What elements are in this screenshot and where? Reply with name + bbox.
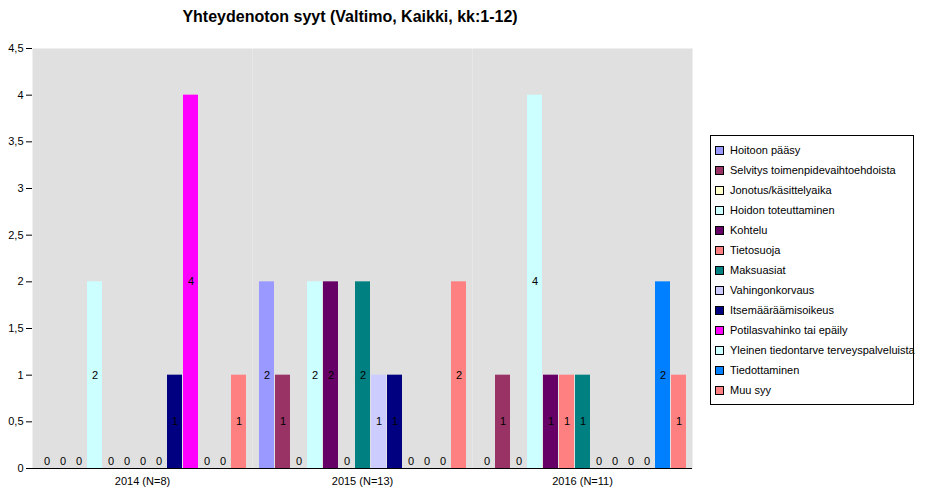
svg-text:4: 4 <box>17 89 23 101</box>
svg-text:1,5: 1,5 <box>8 322 23 334</box>
svg-text:1: 1 <box>280 415 286 427</box>
svg-text:0: 0 <box>108 455 114 467</box>
svg-text:0: 0 <box>408 455 414 467</box>
svg-text:0: 0 <box>76 455 82 467</box>
svg-text:1: 1 <box>580 415 586 427</box>
svg-text:0: 0 <box>124 455 130 467</box>
html-text:Selvitys toimenpidevaihtoehdoi: Selvitys toimenpidevaihtoehdoista <box>730 164 896 176</box>
html-text:Maksuasiat: Maksuasiat <box>730 264 786 276</box>
html-text:Tietosuoja: Tietosuoja <box>730 244 781 256</box>
svg-text:2014 (N=8): 2014 (N=8) <box>115 475 170 487</box>
html-text:Yleinen tiedontarve terveyspal: Yleinen tiedontarve terveyspalveluista <box>730 344 915 356</box>
svg-text:4: 4 <box>188 275 194 287</box>
svg-text:2: 2 <box>312 369 318 381</box>
svg-text:0,5: 0,5 <box>8 415 23 427</box>
svg-text:0: 0 <box>612 455 618 467</box>
svg-text:1: 1 <box>236 415 242 427</box>
svg-text:0: 0 <box>628 455 634 467</box>
svg-text:0: 0 <box>440 455 446 467</box>
svg-text:1: 1 <box>376 415 382 427</box>
svg-text:1: 1 <box>17 369 23 381</box>
svg-text:0: 0 <box>44 455 50 467</box>
html-text:Jonotus/käsittelyaika: Jonotus/käsittelyaika <box>730 184 832 196</box>
html-text:Vahingonkorvaus: Vahingonkorvaus <box>730 284 815 296</box>
svg-text:0: 0 <box>204 455 210 467</box>
svg-text:2: 2 <box>456 369 462 381</box>
html-text:Tiedottaminen: Tiedottaminen <box>730 364 800 376</box>
svg-text:0: 0 <box>140 455 146 467</box>
svg-text:1: 1 <box>392 415 398 427</box>
svg-text:1: 1 <box>548 415 554 427</box>
svg-text:1: 1 <box>676 415 682 427</box>
svg-text:0: 0 <box>644 455 650 467</box>
html-text:Potilasvahinko tai epäily: Potilasvahinko tai epäily <box>730 324 848 336</box>
svg-text:0: 0 <box>296 455 302 467</box>
svg-text:2: 2 <box>92 369 98 381</box>
svg-text:0: 0 <box>60 455 66 467</box>
svg-text:2015 (N=13): 2015 (N=13) <box>332 475 393 487</box>
html-text:Hoidon toteuttaminen: Hoidon toteuttaminen <box>730 204 835 216</box>
svg-text:3,5: 3,5 <box>8 135 23 147</box>
html-text:Hoitoon pääsy: Hoitoon pääsy <box>730 144 801 156</box>
html-text:Muu syy: Muu syy <box>730 384 771 396</box>
svg-text:2,5: 2,5 <box>8 229 23 241</box>
svg-text:0: 0 <box>596 455 602 467</box>
svg-text:1: 1 <box>564 415 570 427</box>
svg-text:2: 2 <box>328 369 334 381</box>
svg-text:4,5: 4,5 <box>8 42 23 54</box>
svg-text:0: 0 <box>516 455 522 467</box>
svg-text:2016 (N=11): 2016 (N=11) <box>552 475 613 487</box>
svg-text:3: 3 <box>17 182 23 194</box>
svg-text:0: 0 <box>484 455 490 467</box>
svg-text:2: 2 <box>264 369 270 381</box>
svg-text:0: 0 <box>424 455 430 467</box>
svg-text:2: 2 <box>17 275 23 287</box>
html-text:Yhteydenoton syyt (Valtimo, Ka: Yhteydenoton syyt (Valtimo, Kaikki, kk:1… <box>182 8 518 25</box>
svg-text:2: 2 <box>360 369 366 381</box>
svg-text:1: 1 <box>500 415 506 427</box>
svg-text:1: 1 <box>172 415 178 427</box>
svg-text:0: 0 <box>220 455 226 467</box>
html-text:Itsemääräämisoikeus: Itsemääräämisoikeus <box>730 304 834 316</box>
svg-text:4: 4 <box>532 275 538 287</box>
svg-text:0: 0 <box>344 455 350 467</box>
svg-text:0: 0 <box>156 455 162 467</box>
svg-text:0: 0 <box>17 462 23 474</box>
svg-text:2: 2 <box>660 369 666 381</box>
html-text:Kohtelu: Kohtelu <box>730 224 768 236</box>
